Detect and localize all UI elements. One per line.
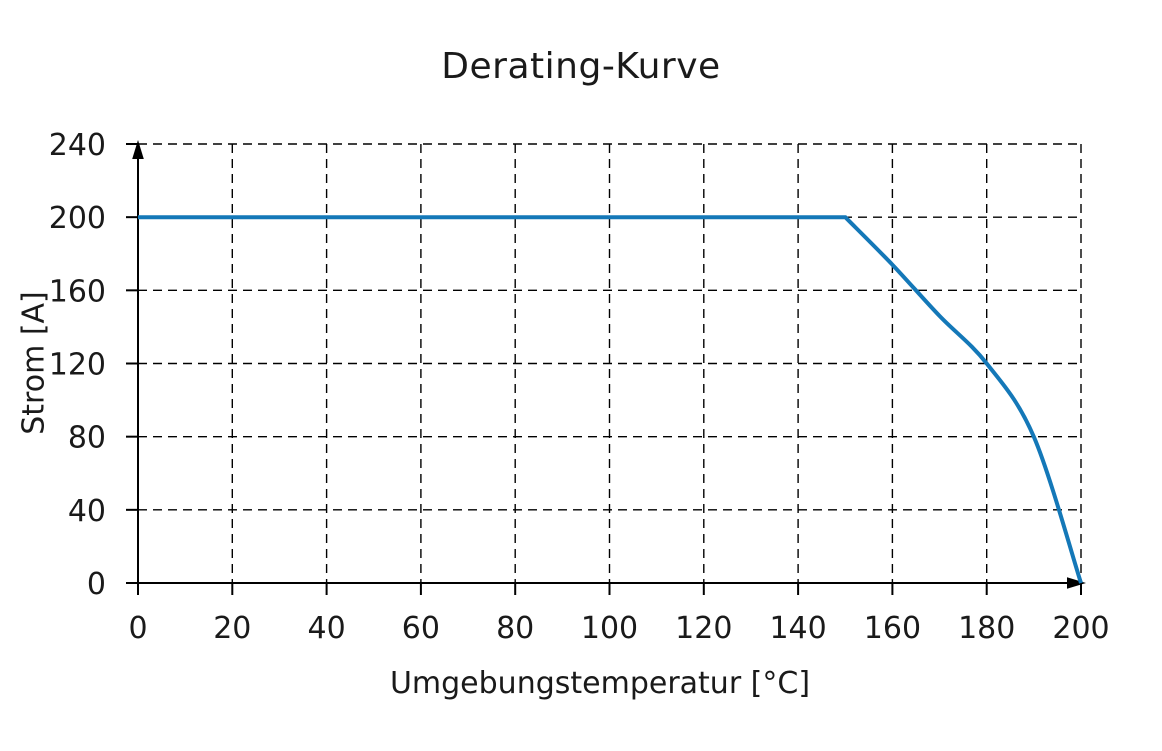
x-tick-label: 60: [402, 611, 440, 646]
y-tick-label: 240: [49, 128, 106, 163]
x-tick-label: 120: [675, 611, 732, 646]
y-tick-label: 0: [87, 567, 106, 602]
x-tick-label: 100: [581, 611, 638, 646]
y-tick-label: 120: [49, 348, 106, 383]
y-axis-label: Strom [A]: [16, 291, 52, 435]
y-tick-label: 80: [68, 421, 106, 456]
y-tick-label: 40: [68, 494, 106, 529]
x-tick-label: 200: [1052, 611, 1109, 646]
x-tick-label: 140: [769, 611, 826, 646]
x-tick-label: 160: [864, 611, 921, 646]
derating-curve: [138, 215, 1083, 584]
chart-title: Derating-Kurve: [441, 46, 721, 87]
x-tick-label: 40: [308, 611, 346, 646]
x-tick-label: 80: [496, 611, 534, 646]
x-tick-label: 20: [213, 611, 251, 646]
y-axis-arrowhead-icon: [132, 140, 144, 159]
x-axis-arrowhead-icon: [1067, 577, 1086, 589]
y-tick-label: 200: [49, 201, 106, 236]
x-tick-label: 180: [958, 611, 1015, 646]
x-axis-label: Umgebungstemperatur [°C]: [389, 666, 811, 701]
x-tick-label: 0: [128, 611, 147, 646]
y-tick-label: 160: [49, 274, 106, 309]
